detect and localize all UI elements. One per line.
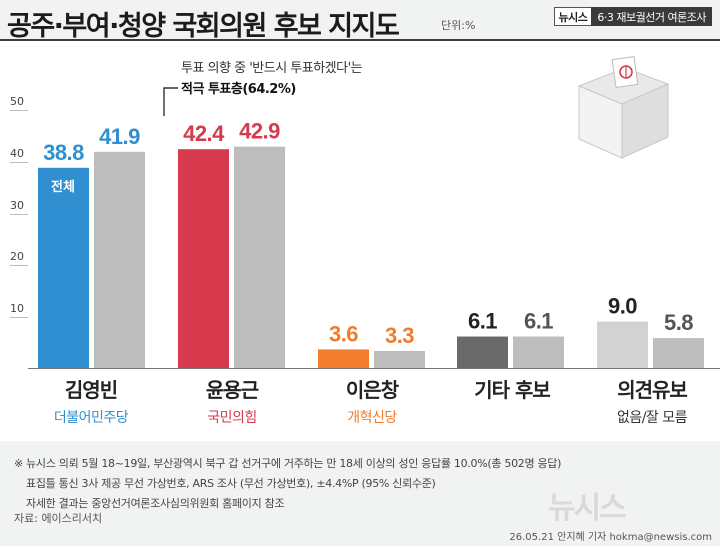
y-tick-line: [10, 317, 28, 318]
y-tick-label: 20: [10, 250, 24, 263]
bar-value-label: 41.9: [99, 124, 140, 149]
candidate-name: 김영빈: [64, 378, 118, 402]
y-tick-line: [10, 162, 28, 163]
credit-line: 26.05.21 안지혜 기자 hokma@newsis.com: [509, 532, 712, 543]
party-name: 없음/잘 모름: [616, 410, 688, 426]
title-divider: [0, 39, 720, 41]
bar-value-label: 6.1: [468, 309, 497, 334]
bar-value-label: 3.6: [329, 321, 358, 346]
y-tick-line: [10, 110, 28, 111]
y-tick-label: 30: [10, 199, 24, 212]
footnote-line-1: ※ 뉴시스 의뢰 5월 18~19일, 부산광역시 북구 갑 선거구에 거주하는…: [14, 457, 562, 470]
series-label-overall: 전체: [51, 180, 75, 195]
survey-badge: 뉴시스 6·3 재보궐선거 여론조사: [553, 7, 712, 26]
x-baseline: [28, 368, 720, 369]
candidate-name: 이은창: [345, 378, 399, 402]
unit-label: 단위:%: [441, 19, 476, 32]
badge-brand: 뉴시스: [553, 7, 592, 26]
bar-value-label: 9.0: [608, 294, 637, 319]
badge-topic: 6·3 재보궐선거 여론조사: [591, 7, 712, 26]
candidate-name: 의견유보: [617, 378, 688, 402]
y-tick-label: 10: [10, 302, 24, 315]
callout-line-2: 적극 투표층(64.2%): [181, 82, 296, 97]
bar-active-voters: [513, 336, 564, 368]
callout-note: 투표 의향 중 '반드시 투표하겠다'는 적극 투표층(64.2%): [181, 58, 363, 100]
party-name: 더불어민주당: [53, 410, 129, 426]
page-title: 공주·부여·청양 국회의원 후보 지지도: [7, 11, 400, 42]
footnote-line-3: 자세한 결과는 중앙선거여론조사심의위원회 홈페이지 참조: [26, 497, 285, 510]
ballot-box-icon: [577, 56, 670, 159]
bar-overall: [178, 149, 229, 368]
bar-active-voters: [94, 151, 145, 368]
bar-active-voters: [374, 350, 425, 368]
bar-value-label: 5.8: [664, 310, 693, 335]
bar-overall: [597, 321, 648, 368]
bar-active-voters: [234, 146, 285, 368]
watermark-logo: 뉴시스: [548, 491, 627, 526]
bar-active-voters: [653, 338, 704, 368]
source-label: 자료: 에이스리서치: [14, 512, 103, 525]
callout-leader-line: [163, 87, 178, 116]
y-tick-line: [10, 214, 28, 215]
party-name: 국민의힘: [207, 410, 257, 426]
bar-value-label: 3.3: [385, 323, 414, 348]
survey-footnote: ※ 뉴시스 의뢰 5월 18~19일, 부산광역시 북구 갑 선거구에 거주하는…: [14, 454, 561, 514]
y-tick-line: [10, 265, 28, 266]
bar-overall: [318, 349, 369, 368]
y-tick-label: 40: [10, 147, 24, 160]
bar-value-label: 42.4: [183, 121, 225, 146]
bar-overall: [38, 167, 89, 368]
bar-overall: [457, 336, 508, 368]
candidate-name: 윤용근: [205, 378, 259, 402]
bar-value-label: 38.8: [43, 140, 84, 165]
bar-value-label: 6.1: [524, 309, 553, 334]
bar-value-label: 42.9: [239, 119, 280, 144]
candidate-name: 기타 후보: [474, 378, 551, 402]
party-name: 개혁신당: [347, 410, 397, 426]
footnote-line-2: 표집틀 통신 3사 제공 무선 가상번호, ARS 조사 (무선 가상번호), …: [26, 477, 436, 490]
y-tick-label: 50: [10, 95, 24, 108]
callout-line-1: 투표 의향 중 '반드시 투표하겠다'는: [181, 61, 363, 76]
